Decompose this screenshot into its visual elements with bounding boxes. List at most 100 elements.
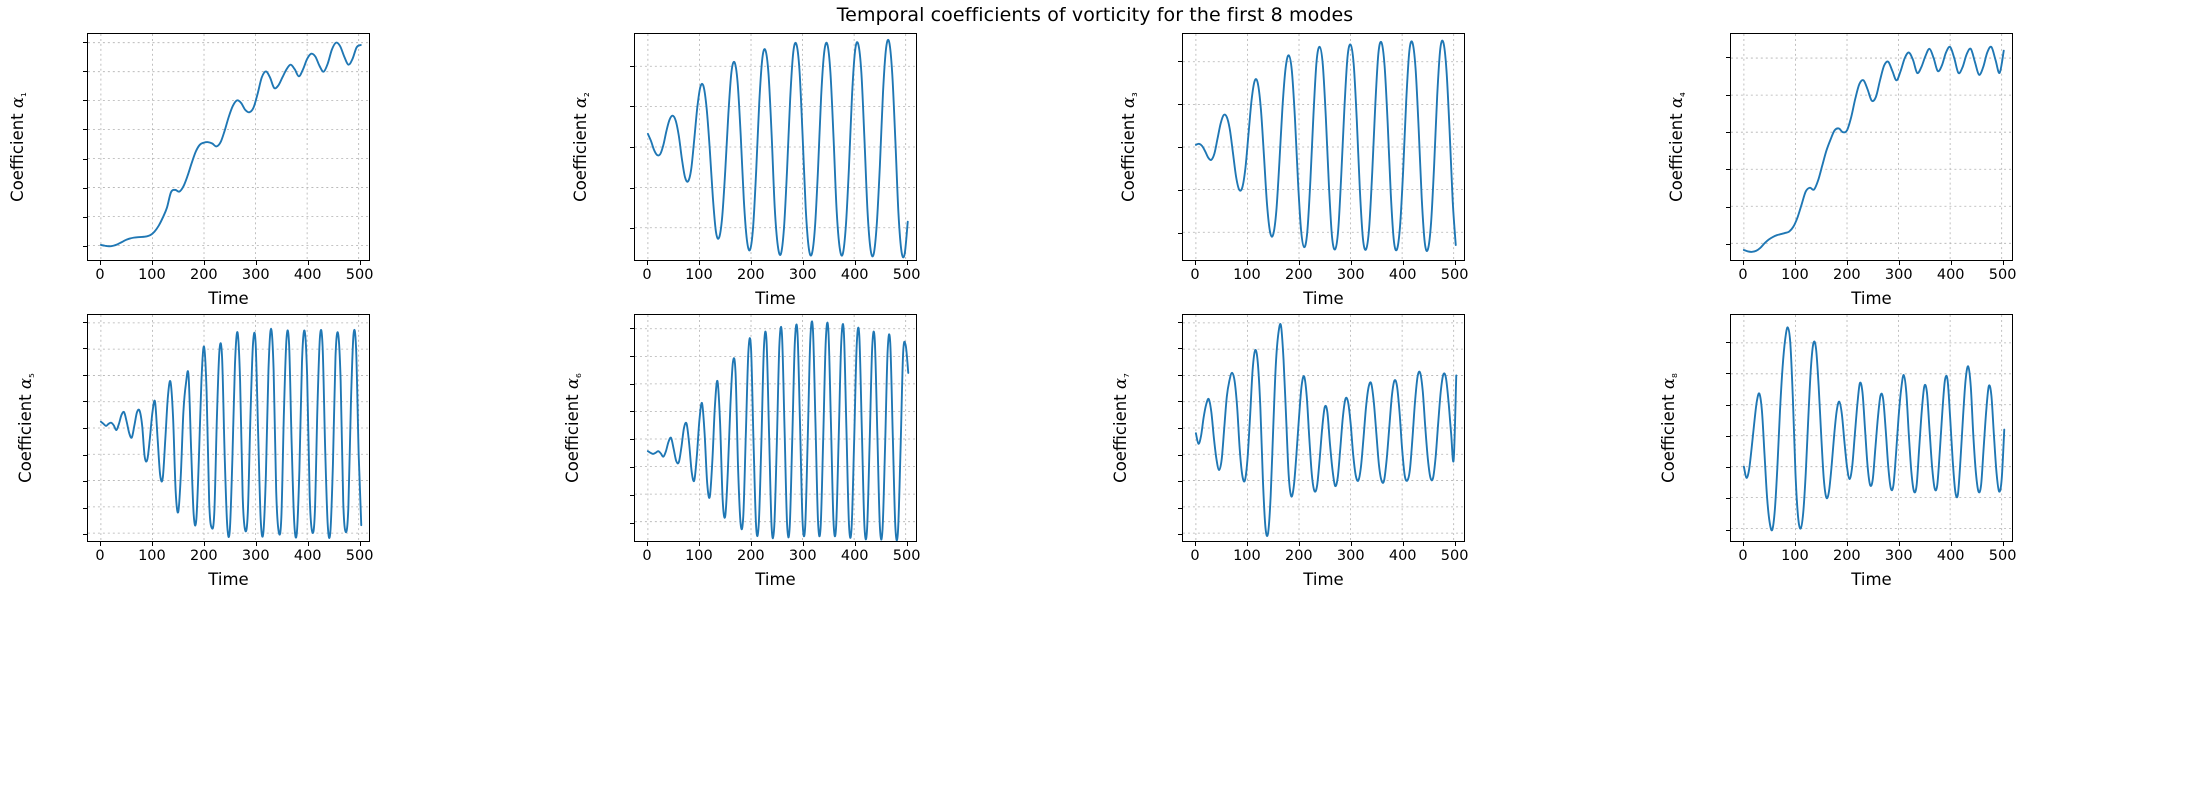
plot-area-alpha-5[interactable] [87, 314, 370, 542]
x-tick-mark [99, 261, 101, 265]
y-tick-mark [1178, 534, 1182, 536]
x-axis-label: Time [208, 570, 249, 589]
x-tick-label: 0 [1738, 548, 1748, 564]
x-tick-mark [1794, 261, 1796, 265]
plot-area-alpha-7[interactable] [1182, 314, 1465, 542]
y-tick-mark [83, 217, 87, 219]
x-axis-label: Time [755, 570, 796, 589]
y-tick-mark [83, 507, 87, 509]
y-tick-mark [1726, 498, 1730, 500]
y-tick-mark [630, 522, 634, 524]
plot-area-alpha-8[interactable] [1730, 314, 2013, 542]
y-tick-mark [83, 246, 87, 248]
x-axis-label: Time [755, 289, 796, 308]
x-tick-mark [1454, 261, 1456, 265]
y-tick-mark [630, 327, 634, 329]
y-tick-mark [1726, 404, 1730, 406]
x-tick-label: 300 [1884, 548, 1913, 564]
x-tick-label: 400 [293, 548, 322, 564]
y-tick-mark [1178, 60, 1182, 62]
y-axis-label: Coefficient α₁ [8, 92, 29, 202]
x-tick-mark [99, 542, 101, 546]
x-tick-label: 500 [1440, 267, 1469, 283]
y-tick-mark [1726, 373, 1730, 375]
x-tick-label: 100 [685, 267, 713, 283]
y-tick-mark [630, 411, 634, 413]
y-tick-mark [1178, 321, 1182, 323]
y-tick-mark [83, 374, 87, 376]
plot-area-alpha-6[interactable] [634, 314, 917, 542]
x-tick-mark [255, 542, 257, 546]
y-tick-mark [1726, 206, 1730, 208]
y-tick-mark [630, 106, 634, 108]
y-tick-mark [1726, 529, 1730, 531]
line-alpha_6 [646, 320, 910, 541]
x-tick-label: 0 [642, 267, 652, 283]
plot-area-alpha-4[interactable] [1730, 33, 2013, 261]
x-tick-mark [255, 261, 257, 265]
x-tick-label: 100 [1233, 548, 1261, 564]
x-tick-label: 400 [1388, 267, 1417, 283]
y-axis-label: Coefficient α₃ [1119, 92, 1140, 202]
x-tick-mark [906, 542, 908, 546]
y-tick-mark [1726, 94, 1730, 96]
line-alpha_1 [99, 41, 362, 248]
x-tick-mark [1742, 542, 1744, 546]
line-alpha_2 [646, 38, 909, 259]
x-axis-label: Time [208, 289, 249, 308]
line-alpha_5 [99, 327, 363, 539]
x-tick-mark [854, 542, 856, 546]
y-tick-mark [1178, 481, 1182, 483]
y-tick-mark [1178, 507, 1182, 509]
x-tick-label: 100 [138, 548, 166, 564]
x-tick-mark [359, 261, 361, 265]
y-tick-mark [1726, 132, 1730, 134]
x-tick-mark [1950, 542, 1952, 546]
x-tick-mark [307, 542, 309, 546]
x-tick-label: 0 [95, 548, 105, 564]
x-tick-label: 300 [788, 548, 817, 564]
x-tick-label: 100 [1781, 548, 1809, 564]
plot-area-alpha-3[interactable] [1182, 33, 1465, 261]
y-axis-label: Coefficient α₄ [1667, 92, 1688, 202]
x-tick-label: 200 [1284, 267, 1313, 283]
y-tick-mark [83, 481, 87, 483]
x-tick-mark [854, 261, 856, 265]
x-tick-mark [359, 542, 361, 546]
x-tick-mark [1846, 261, 1848, 265]
plot-area-alpha-2[interactable] [634, 33, 917, 261]
x-tick-mark [646, 542, 648, 546]
x-tick-mark [1298, 542, 1300, 546]
y-tick-mark [630, 466, 634, 468]
plot-area-alpha-1[interactable] [87, 33, 370, 261]
x-tick-label: 200 [189, 267, 218, 283]
y-axis-label: Coefficient α₈ [1659, 373, 1680, 483]
x-tick-mark [802, 261, 804, 265]
x-tick-mark [1402, 542, 1404, 546]
x-tick-mark [203, 542, 205, 546]
x-tick-label: 500 [1440, 548, 1469, 564]
x-tick-label: 300 [241, 548, 270, 564]
x-tick-label: 100 [1781, 267, 1809, 283]
x-tick-label: 300 [788, 267, 817, 283]
x-tick-mark [1350, 261, 1352, 265]
x-tick-label: 500 [1988, 548, 2017, 564]
x-tick-mark [906, 261, 908, 265]
x-tick-mark [2002, 542, 2004, 546]
line-alpha_3 [1194, 39, 1457, 252]
x-tick-label: 500 [1988, 267, 2017, 283]
line-alpha_7 [1194, 323, 1458, 538]
x-tick-mark [802, 542, 804, 546]
line-alpha_8 [1742, 326, 2006, 532]
line-alpha_4 [1742, 45, 2005, 253]
x-tick-label: 200 [736, 267, 765, 283]
y-tick-mark [1726, 169, 1730, 171]
x-tick-label: 300 [241, 267, 270, 283]
x-tick-label: 200 [1284, 548, 1313, 564]
x-tick-mark [1246, 261, 1248, 265]
y-tick-mark [83, 187, 87, 189]
y-tick-mark [83, 428, 87, 429]
x-tick-mark [1846, 542, 1848, 546]
y-tick-mark [83, 41, 87, 43]
